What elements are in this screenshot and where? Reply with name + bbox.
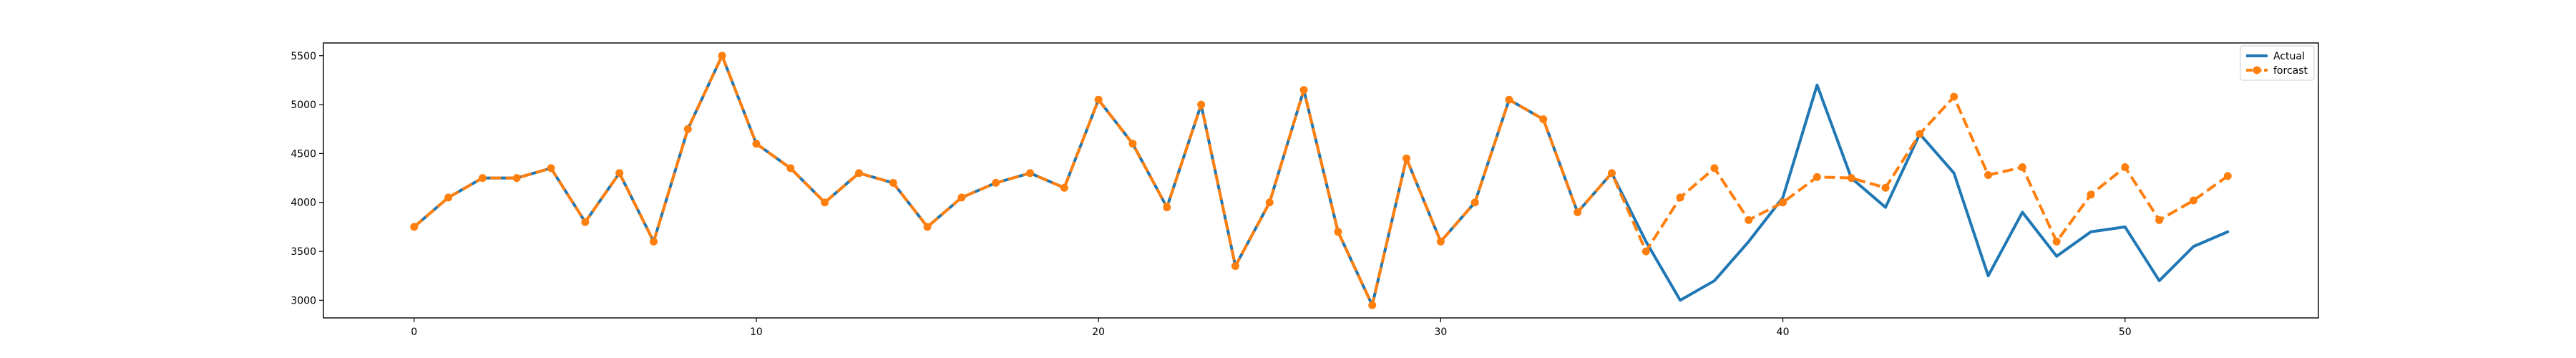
data-point xyxy=(889,178,897,187)
data-point xyxy=(478,174,487,183)
data-point xyxy=(1881,183,1890,192)
data-point xyxy=(1676,193,1684,202)
data-point xyxy=(1094,95,1103,104)
data-point xyxy=(786,164,795,173)
data-point xyxy=(1574,208,1582,216)
data-point xyxy=(957,193,966,202)
x-tick-label: 30 xyxy=(1434,326,1447,338)
data-point xyxy=(581,218,590,226)
y-tick-label: 3000 xyxy=(291,295,316,306)
data-point xyxy=(2087,190,2095,199)
data-point xyxy=(718,52,726,60)
data-point xyxy=(512,174,521,183)
data-point xyxy=(1813,173,1821,181)
data-point xyxy=(923,223,932,231)
data-point xyxy=(1984,170,1993,179)
y-tick-label: 4500 xyxy=(291,148,316,160)
data-point xyxy=(547,164,555,173)
legend: Actual forcast xyxy=(2240,45,2315,81)
data-point xyxy=(1847,174,1855,183)
y-tick-label: 5500 xyxy=(291,51,316,62)
x-tick-label: 20 xyxy=(1092,326,1105,338)
series-line-1 xyxy=(413,54,2229,307)
data-point xyxy=(854,169,863,178)
x-tick-label: 50 xyxy=(2119,326,2132,338)
data-point xyxy=(1299,86,1308,95)
data-point xyxy=(1607,169,1616,178)
data-point xyxy=(1197,100,1206,109)
data-point xyxy=(2121,163,2129,172)
data-point xyxy=(615,169,624,178)
y-tick-label: 4000 xyxy=(291,198,316,209)
x-tick-label: 0 xyxy=(411,326,417,338)
y-tick-label: 3500 xyxy=(291,246,316,258)
data-point xyxy=(1779,198,1787,207)
data-point xyxy=(1265,198,1274,207)
data-point xyxy=(683,125,692,133)
data-point xyxy=(2189,196,2197,205)
data-point xyxy=(1026,169,1035,178)
data-point xyxy=(752,140,761,148)
data-point xyxy=(1368,301,1377,309)
data-point xyxy=(2018,163,2026,172)
legend-label-1: forcast xyxy=(2273,65,2308,77)
x-tick-label: 10 xyxy=(750,326,763,338)
data-point xyxy=(1231,262,1239,271)
data-point xyxy=(410,223,419,231)
legend-marker-1 xyxy=(2253,66,2261,74)
data-point xyxy=(1470,198,1479,207)
data-point xyxy=(1710,164,1719,173)
data-point xyxy=(2223,172,2232,180)
data-point xyxy=(1060,183,1068,192)
data-point xyxy=(1402,154,1411,163)
y-tick-label: 5000 xyxy=(291,100,316,111)
data-point xyxy=(821,198,829,207)
plot-area xyxy=(410,52,2232,309)
data-point xyxy=(2052,237,2061,246)
data-point xyxy=(1916,130,1924,138)
data-point xyxy=(2155,216,2164,224)
x-tick-label: 40 xyxy=(1777,326,1790,338)
data-point xyxy=(1128,140,1137,148)
data-point xyxy=(992,178,1000,187)
data-point xyxy=(444,193,453,202)
data-point xyxy=(1163,203,1171,212)
data-point xyxy=(1436,237,1445,246)
legend-label-0: Actual xyxy=(2273,51,2305,62)
data-point xyxy=(1745,216,1753,224)
data-point xyxy=(1334,228,1342,236)
axes-frame xyxy=(323,42,2319,319)
data-point xyxy=(1641,247,1650,256)
data-point xyxy=(649,237,658,246)
data-point xyxy=(1539,115,1548,124)
data-point xyxy=(1505,95,1513,104)
data-point xyxy=(1950,92,1958,101)
axes: 0 10 20 30 40 50 3000 3500 4000 4500 5000 5500 xyxy=(291,42,2319,338)
